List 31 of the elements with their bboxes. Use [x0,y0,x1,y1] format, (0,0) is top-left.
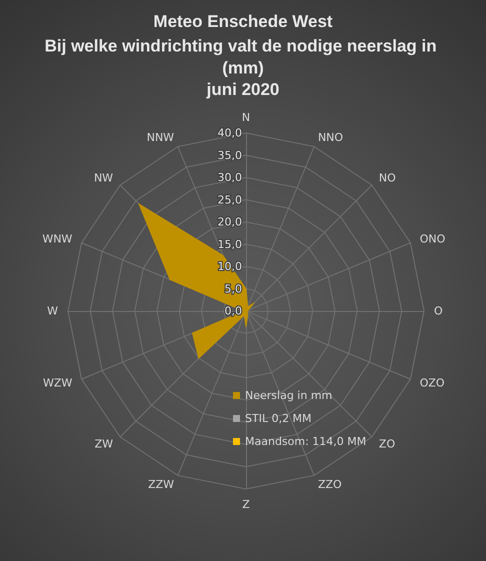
spoke-label: WNW [42,232,72,246]
y-tick-label: 0,0 [224,304,242,318]
spoke-label: NW [94,172,114,185]
y-tick-label: 25,0 [218,193,242,206]
y-tick-label: 10,0 [218,260,242,273]
y-tick-label: 35,0 [218,148,242,162]
y-tick-label: 30,0 [218,171,242,184]
spoke-label: NO [378,172,396,185]
text: Meteo Enschede West [153,12,333,31]
y-tick-label: 40,0 [218,126,242,140]
text: Bij welke windrichting valt de nodige neerslag in (mm) [44,36,442,78]
y-tick-label: 20,0 [218,216,242,228]
spoke-label: O [434,304,443,318]
spoke-label: NNO [318,130,344,144]
text: juni 2020 [206,80,280,99]
spoke-label: NNW [146,130,174,144]
spoke-label: Z [242,498,250,511]
spoke-label: N [242,111,250,124]
spoke-label: ZO [378,437,396,450]
spoke-label: ZZO [318,478,342,492]
y-tick-label: 15,0 [218,238,242,251]
spoke-label: OZO [420,376,445,390]
spoke-label: ZZW [148,478,174,492]
spoke-label: ONO [420,232,446,246]
spoke-label: W [47,304,58,318]
spoke-label: ZW [94,437,114,450]
legend-label: STIL 0,2 MM [245,412,312,425]
spoke-label: WZW [43,376,72,390]
legend-label: Neerslag in mm [245,389,332,402]
y-tick-label: 5,0 [224,282,242,296]
legend-label: Maandsom: 114,0 MM [245,435,366,448]
